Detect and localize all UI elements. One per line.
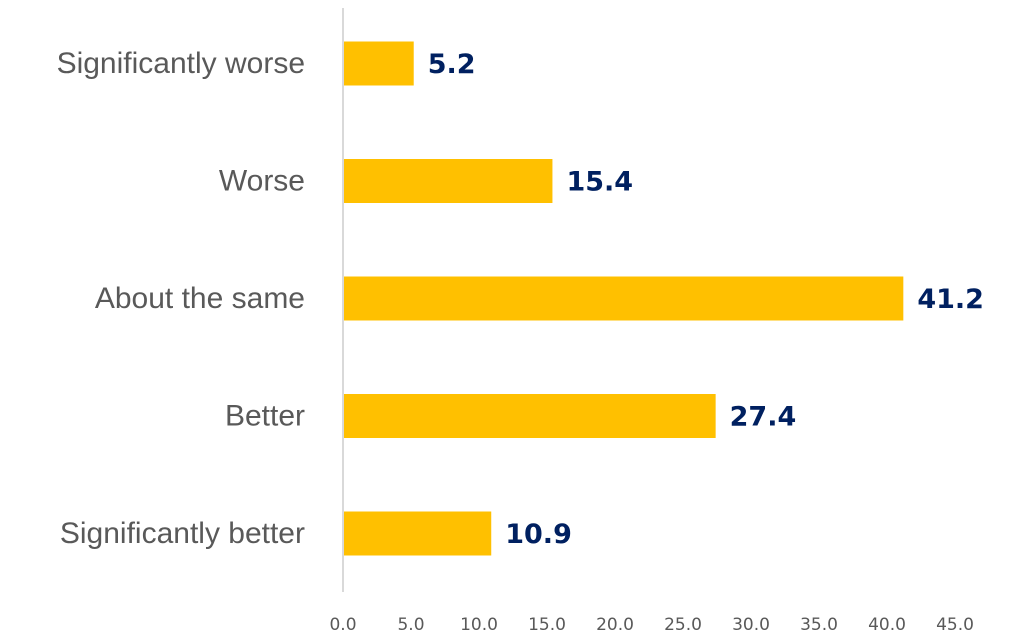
- x-tick-label: 40.0: [868, 615, 906, 635]
- data-label: 41.2: [917, 284, 984, 315]
- category-label: Significantly better: [60, 517, 305, 550]
- x-tick-label: 0.0: [329, 615, 356, 635]
- category-label: Better: [225, 400, 305, 433]
- category-label: Significantly worse: [57, 47, 305, 80]
- x-tick-label: 30.0: [732, 615, 770, 635]
- x-tick-label: 35.0: [800, 615, 838, 635]
- bar-about-the-same: [343, 276, 904, 321]
- data-label: 10.9: [505, 519, 572, 550]
- x-tick-label: 20.0: [596, 615, 634, 635]
- category-label: About the same: [95, 282, 305, 315]
- category-labels: Significantly worse Worse About the same Be…: [57, 47, 305, 550]
- x-tick-label: 25.0: [664, 615, 702, 635]
- bar-significantly-worse: [343, 41, 414, 86]
- bar-worse: [343, 159, 553, 203]
- x-tick-label: 45.0: [936, 615, 974, 635]
- bars-group: [343, 41, 904, 556]
- x-tick-label: 15.0: [528, 615, 566, 635]
- bar-better: [343, 394, 716, 438]
- data-labels: 5.2 15.4 41.2 27.4 10.9: [428, 49, 984, 550]
- x-tick-label: 5.0: [397, 615, 424, 635]
- bar-significantly-better: [343, 511, 492, 556]
- data-label: 27.4: [730, 402, 797, 433]
- data-label: 15.4: [566, 167, 633, 198]
- data-label: 5.2: [428, 49, 476, 80]
- category-label: Worse: [219, 165, 305, 198]
- x-tick-label: 10.0: [460, 615, 498, 635]
- x-axis-ticks: 0.0 5.0 10.0 15.0 20.0 25.0 30.0 35.0 40.0 45.0: [329, 615, 973, 635]
